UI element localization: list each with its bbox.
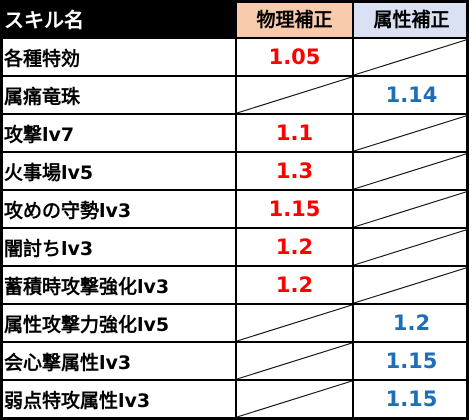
empty-cell-slash [354, 115, 469, 151]
table-row: 攻撃lv7 1.1 [0, 115, 469, 153]
attribute-value-cell: 1.2 [392, 311, 431, 335]
skill-name-cell: 弱点特攻属性lv3 [0, 381, 237, 417]
table-row: 属性攻撃力強化lv5 1.2 [0, 305, 469, 343]
empty-cell-slash [354, 153, 469, 189]
empty-cell-slash [237, 381, 352, 417]
header-physical-correction: 物理補正 [237, 0, 354, 37]
table-header-row: スキル名 物理補正 属性補正 [0, 0, 469, 39]
skill-name-cell: 属性攻撃力強化lv5 [0, 305, 237, 341]
attribute-value-cell [354, 39, 469, 75]
attribute-value-cell [354, 153, 469, 189]
physical-value-cell [237, 381, 354, 417]
skill-name-cell: 攻撃lv7 [0, 115, 237, 151]
skill-name-cell: 会心撃属性lv3 [0, 343, 237, 379]
physical-value-cell: 1.3 [237, 153, 354, 189]
physical-value-cell: 1.2 [237, 229, 354, 265]
empty-cell-slash [237, 343, 352, 379]
skill-name-cell: 各種特効 [0, 39, 237, 75]
empty-cell-slash [354, 229, 469, 265]
attribute-value-cell [354, 229, 469, 265]
physical-value-cell [237, 77, 354, 113]
empty-cell-slash [354, 267, 469, 303]
table-row: 会心撃属性lv3 1.15 [0, 343, 469, 381]
skill-name-cell: 闇討ちlv3 [0, 229, 237, 265]
attribute-value-cell [354, 115, 469, 151]
empty-cell-slash [237, 305, 352, 341]
skill-name-cell: 属痛竜珠 [0, 77, 237, 113]
attribute-value-cell: 1.15 [385, 349, 438, 373]
physical-value-cell: 1.2 [237, 267, 354, 303]
table-row: 蓄積時攻撃強化lv3 1.2 [0, 267, 469, 305]
empty-cell-slash [354, 191, 469, 227]
attribute-value-cell [354, 267, 469, 303]
skill-name-cell: 蓄積時攻撃強化lv3 [0, 267, 237, 303]
attribute-value-cell: 1.14 [385, 83, 438, 107]
table-row: 各種特効 1.05 [0, 39, 469, 77]
physical-value-cell [237, 343, 354, 379]
empty-cell-slash [237, 77, 352, 113]
table-row: 属痛竜珠 1.14 [0, 77, 469, 115]
physical-value-cell: 1.15 [237, 191, 354, 227]
skill-name-cell: 攻めの守勢lv3 [0, 191, 237, 227]
skill-name-cell: 火事場lv5 [0, 153, 237, 189]
table-row: 攻めの守勢lv3 1.15 [0, 191, 469, 229]
attribute-value-cell: 1.15 [385, 387, 438, 411]
header-skill-name: スキル名 [0, 0, 237, 37]
table-row: 弱点特攻属性lv3 1.15 [0, 381, 469, 419]
header-attribute-correction: 属性補正 [354, 0, 469, 37]
table-row: 火事場lv5 1.3 [0, 153, 469, 191]
table-row: 闇討ちlv3 1.2 [0, 229, 469, 267]
attribute-value-cell [354, 191, 469, 227]
physical-value-cell: 1.05 [237, 39, 354, 75]
physical-value-cell: 1.1 [237, 115, 354, 151]
physical-value-cell [237, 305, 354, 341]
empty-cell-slash [354, 39, 469, 75]
